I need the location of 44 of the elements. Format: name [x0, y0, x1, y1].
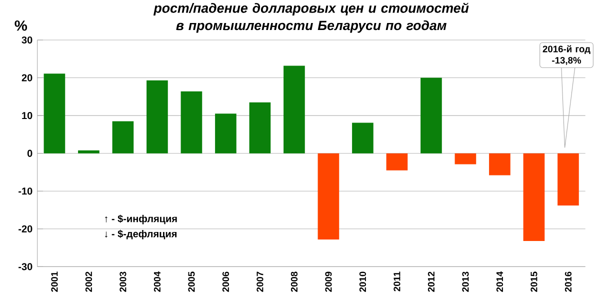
y-tick-label: 0 [27, 150, 32, 157]
bar [318, 153, 340, 240]
bar [249, 102, 271, 154]
bar [558, 153, 579, 206]
annotation: ↑ - $-инфляция [105, 214, 177, 224]
x-tick-label: 2008 [290, 272, 298, 292]
y-axis-title: % [14, 20, 28, 31]
bar [215, 114, 236, 154]
bar [112, 121, 134, 154]
annotation: 2016-й год -13,8% [542, 45, 590, 65]
x-tick-label: 2016 [564, 272, 572, 292]
x-tick-label: 2002 [85, 272, 92, 292]
bar [146, 80, 168, 154]
x-tick-label: 2007 [256, 272, 264, 292]
chart-title: рост/падение долларовых цен и стоимостей в промышленности Беларуси по годам [153, 2, 469, 33]
bar [489, 153, 510, 176]
bar [420, 78, 442, 154]
y-tick-label: 10 [22, 112, 32, 120]
bar [180, 91, 202, 154]
x-tick-label: 2012 [428, 272, 435, 292]
x-tick-label: 2010 [359, 272, 366, 292]
bar [386, 153, 408, 170]
x-tick-label: 2009 [325, 272, 332, 292]
y-tick-label: -10 [18, 188, 32, 195]
x-tick-label: 2003 [120, 272, 126, 292]
bar [523, 153, 545, 241]
bar [78, 150, 100, 154]
bar [454, 153, 476, 164]
y-tick-label: 20 [22, 74, 32, 82]
bar [284, 66, 305, 154]
x-tick-label: 2015 [530, 272, 538, 292]
y-tick-label: 30 [22, 36, 32, 44]
y-tick-label: -20 [18, 225, 32, 232]
bar [352, 122, 374, 154]
x-tick-label: 2001 [51, 272, 58, 292]
x-tick-label: 2013 [462, 272, 469, 292]
x-tick-label: 2011 [394, 272, 400, 292]
x-tick-label: 2005 [188, 272, 195, 292]
x-tick-label: 2014 [496, 271, 504, 292]
x-tick-label: 2004 [154, 271, 161, 292]
annotation: ↓ - $-дефляция [105, 230, 177, 240]
bar [44, 74, 66, 154]
y-tick-label: -30 [18, 263, 32, 270]
x-tick-label: 2006 [222, 272, 230, 292]
